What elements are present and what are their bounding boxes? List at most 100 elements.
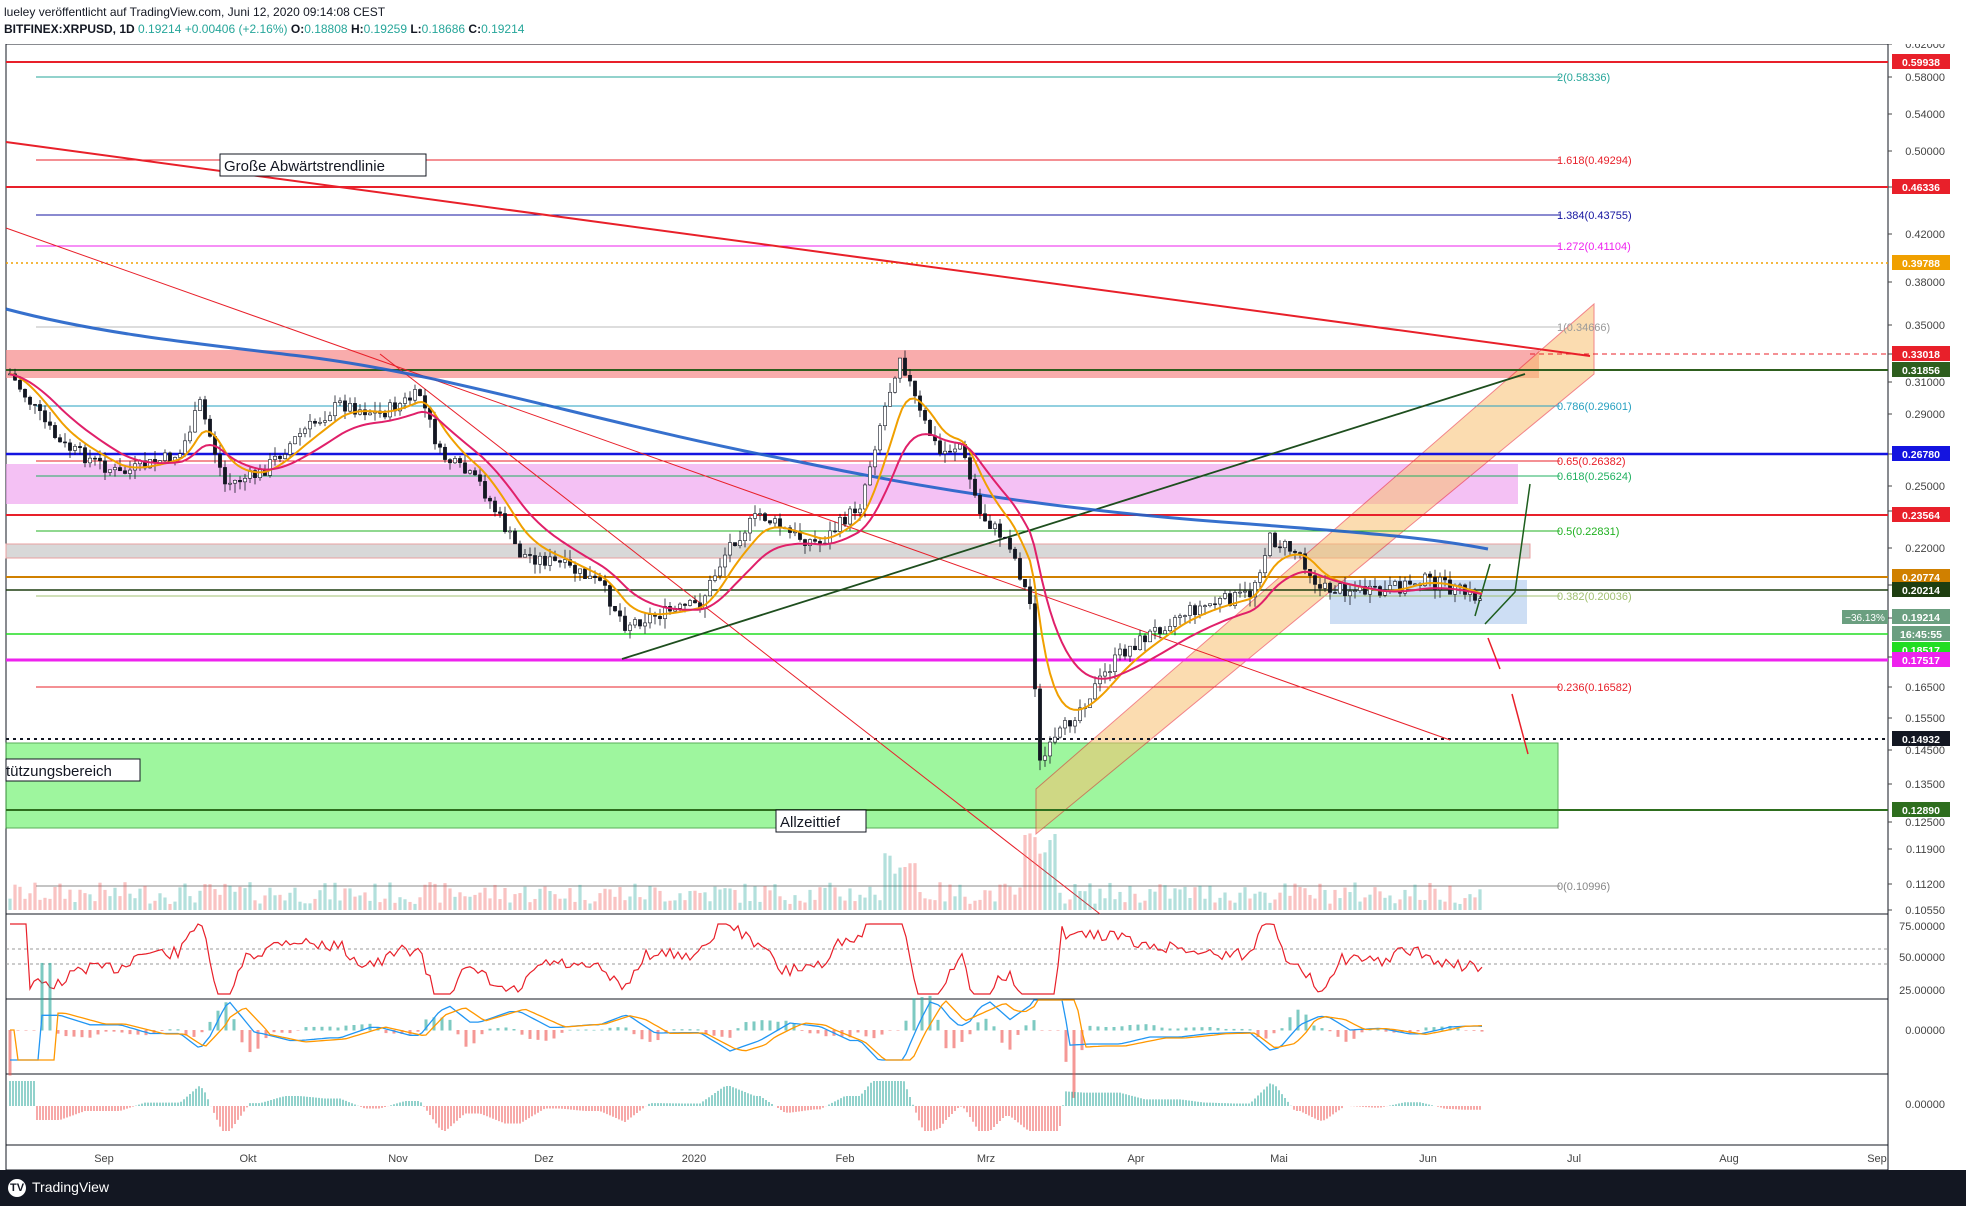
volume-bar (778, 896, 782, 910)
time-tick-label: Aug (1719, 1153, 1739, 1165)
candle-body (1018, 558, 1022, 580)
candle-body (1003, 537, 1007, 539)
volume-bar (48, 898, 52, 910)
candle-body (1143, 635, 1147, 643)
ascending-channel (1035, 302, 1595, 836)
volume-bar (63, 898, 67, 910)
volume-bar (638, 897, 642, 910)
price-tag (1892, 446, 1950, 461)
macd-histogram-bar (456, 1030, 460, 1035)
macd-histogram-bar (1136, 1024, 1140, 1031)
macd-histogram-bar (56, 1030, 60, 1034)
price-tag-label: 0.20214 (1902, 585, 1940, 597)
candle-body (628, 624, 632, 631)
volume-bar (1288, 895, 1292, 910)
candle-body (1193, 605, 1197, 616)
price-tick-label: 0.25000 (1905, 481, 1945, 493)
candle-body (123, 470, 127, 474)
volume-bar (1413, 884, 1417, 910)
open-label: O: (290, 22, 305, 36)
volume-bar (1028, 833, 1032, 910)
candle-body (1023, 579, 1027, 588)
macd-histogram-bar (224, 1002, 228, 1031)
price-tag (1892, 626, 1950, 641)
candle-body (773, 518, 777, 524)
candle-body (1353, 590, 1357, 592)
volume-bar (133, 898, 137, 910)
svg-text:−36.13%: −36.13% (1845, 613, 1885, 624)
volume-bar (943, 901, 947, 910)
candle-body (803, 539, 807, 546)
macd-histogram-bar (160, 1030, 164, 1031)
volume-bar (1313, 898, 1317, 910)
macd-histogram-bar (984, 1018, 988, 1031)
volume-bar (468, 896, 472, 910)
volume-bar (623, 900, 627, 910)
candle-body (1218, 598, 1222, 605)
volume-bar (453, 896, 457, 910)
volume-bar (1468, 894, 1472, 910)
macd-histogram-bar (720, 1030, 724, 1037)
macd-histogram-bar (1128, 1025, 1132, 1031)
candle-body (303, 428, 307, 434)
macd-histogram-bar (1272, 1030, 1276, 1034)
volume-bar (578, 884, 582, 910)
svg-text:Große Abwärtstrendlinie: Große Abwärtstrendlinie (224, 158, 385, 175)
tradingview-logo[interactable]: TV TradingView (8, 1179, 109, 1198)
price-chart[interactable]: Große Abwärtstrendlinie Allzeittief tütz… (0, 44, 1966, 1170)
rsi-tick-label: 50.00000 (1899, 952, 1945, 964)
candle-body (1113, 654, 1117, 672)
candle-body (848, 508, 852, 525)
volume-bar (608, 889, 612, 910)
fib-level-label: 0.618(0.25624) (1557, 471, 1632, 483)
macd-histogram-bar (1448, 1025, 1452, 1031)
macd-histogram-bar (352, 1025, 356, 1031)
volume-bar (1013, 894, 1017, 910)
volume-bar (18, 886, 22, 910)
candle-body (1323, 582, 1327, 589)
candle-body (1343, 583, 1347, 597)
macd-histogram-bar (240, 1030, 244, 1043)
macd-histogram-bar (672, 1029, 676, 1031)
candle-body (1148, 630, 1152, 643)
volume-bar (483, 887, 487, 910)
candle-body (1038, 688, 1042, 761)
candle-body (508, 530, 512, 533)
macd-histogram-bar (976, 1022, 980, 1031)
volume-bar (163, 897, 167, 910)
macd-histogram-bar (1104, 1027, 1108, 1031)
macd-histogram-bar (528, 1030, 532, 1039)
macd-histogram-bar (304, 1027, 308, 1031)
volume-bar (128, 893, 132, 910)
candle-body (413, 389, 417, 401)
candle-body (733, 542, 737, 547)
fib-level-label: 0.236(0.16582) (1557, 682, 1632, 694)
volume-bar (1383, 897, 1387, 910)
time-tick-label: Apr (1127, 1153, 1144, 1165)
time-tick-label: Jun (1419, 1153, 1437, 1165)
candle-body (1208, 603, 1212, 606)
macd-histogram-bar (1176, 1028, 1180, 1031)
macd-histogram-bar (24, 1030, 28, 1031)
volume-bar (388, 882, 392, 910)
volume-bar (903, 867, 907, 910)
candle-body (898, 357, 902, 379)
volume-bar (823, 887, 827, 910)
volume-bar (1078, 890, 1082, 910)
candle-body (1183, 615, 1187, 617)
volume-bar (688, 891, 692, 910)
macd-histogram-bar (432, 1017, 436, 1031)
macd-histogram-bar (32, 1030, 36, 1031)
volume-bar (898, 867, 902, 910)
fib-level-label: 0.382(0.20036) (1557, 591, 1632, 603)
volume-bar (393, 902, 397, 910)
volume-bar (1213, 902, 1217, 910)
volume-bar (1308, 894, 1312, 910)
macd-histogram-bar (296, 1030, 300, 1031)
candle-body (1238, 591, 1242, 594)
candle-body (288, 443, 292, 455)
low-label: L: (410, 22, 422, 36)
macd-histogram-bar (176, 1029, 180, 1031)
volume-bar (923, 898, 927, 910)
candle-body (683, 603, 687, 606)
